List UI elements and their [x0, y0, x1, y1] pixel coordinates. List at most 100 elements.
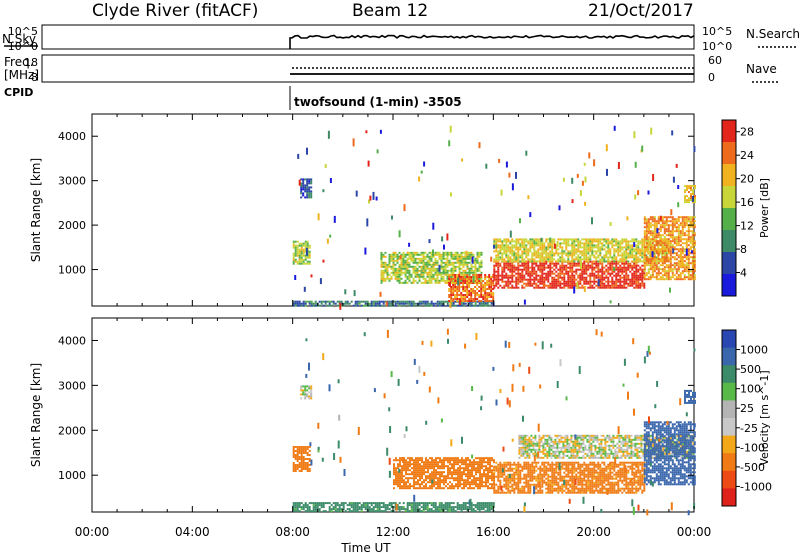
- echo-cell: [428, 259, 431, 262]
- echo-cell: [613, 250, 616, 253]
- colorbar-swatch: [722, 252, 736, 275]
- echo-point: [523, 299, 526, 305]
- echo-cell: [464, 508, 467, 511]
- echo-cell: [493, 487, 496, 490]
- echo-cell: [398, 251, 401, 254]
- echo-cell: [454, 282, 457, 284]
- echo-cell: [489, 459, 491, 462]
- echo-cell: [376, 510, 379, 513]
- echo-cell: [529, 278, 532, 281]
- echo-cell: [476, 251, 479, 254]
- echo-cell: [565, 252, 568, 255]
- echo-cell: [479, 477, 481, 480]
- echo-cell: [605, 242, 608, 245]
- echo-cell: [669, 254, 672, 257]
- echo-cell: [657, 256, 660, 259]
- echo-cell: [354, 508, 357, 511]
- echo-cell: [693, 226, 696, 229]
- echo-cell: [469, 459, 471, 462]
- echo-cell: [685, 244, 688, 247]
- echo-cell: [533, 282, 536, 285]
- echo-cell: [539, 246, 542, 249]
- echo-cell: [334, 506, 337, 509]
- beam-title: Beam 12: [352, 1, 428, 21]
- echo-cell: [533, 242, 536, 245]
- echo-cell: [441, 465, 443, 468]
- echo-cell: [430, 263, 433, 266]
- echo-cell: [497, 246, 500, 249]
- echo-cell: [304, 450, 307, 452]
- echo-cell: [475, 457, 477, 460]
- echo-cell: [450, 271, 453, 274]
- echo-cell: [585, 270, 588, 273]
- echo-cell: [476, 294, 479, 296]
- echo-cell: [414, 279, 417, 282]
- echo-cell: [336, 300, 339, 303]
- echo-cell: [411, 457, 413, 460]
- echo-cell: [687, 230, 690, 233]
- echo-cell: [294, 450, 297, 452]
- echo-cell: [458, 265, 461, 268]
- echo-cell: [629, 248, 632, 251]
- echo-cell: [434, 273, 437, 276]
- echo-cell: [665, 250, 668, 253]
- echo-cell: [484, 294, 487, 296]
- echo-cell: [643, 218, 646, 221]
- echo-cell: [467, 471, 469, 474]
- echo-cell: [571, 240, 574, 243]
- echo-cell: [607, 258, 610, 261]
- echo-cell: [633, 262, 636, 265]
- echo-cell: [595, 262, 598, 265]
- echo-cell: [415, 473, 417, 476]
- echo-cell: [491, 473, 493, 476]
- echo-cell: [462, 502, 465, 505]
- echo-cell: [294, 244, 297, 247]
- echo-cell: [398, 502, 401, 505]
- echo-cell: [459, 471, 461, 474]
- echo-cell: [691, 242, 694, 245]
- echo-cell: [362, 506, 365, 509]
- echo-cell: [555, 244, 558, 247]
- echo-cell: [432, 302, 435, 305]
- echo-cell: [443, 463, 445, 466]
- echo-cell: [647, 246, 650, 249]
- echo-cell: [404, 275, 407, 278]
- echo-cell: [601, 270, 604, 273]
- echo-cell: [635, 248, 638, 251]
- echo-cell: [296, 504, 299, 507]
- echo-cell: [443, 487, 445, 490]
- echo-cell: [537, 280, 540, 283]
- echo-cell: [410, 281, 413, 284]
- echo-cell: [603, 284, 606, 287]
- echo-cell: [667, 272, 670, 275]
- echo-cell: [589, 284, 592, 287]
- echo-cell: [631, 246, 634, 249]
- echo-cell: [617, 270, 620, 273]
- echo-cell: [693, 274, 696, 277]
- echo-cell: [488, 284, 491, 286]
- echo-cell: [517, 264, 520, 267]
- echo-cell: [392, 304, 395, 307]
- echo-cell: [525, 282, 528, 285]
- echo-region-1-4: [380, 251, 483, 284]
- echo-cell: [395, 457, 397, 460]
- echo-cell: [573, 244, 576, 247]
- echo-cell: [533, 286, 536, 289]
- echo-cell: [446, 510, 449, 513]
- echo-cell: [402, 506, 405, 509]
- echo-cell: [460, 294, 463, 296]
- echo-cell: [693, 224, 696, 227]
- echo-cell: [460, 261, 463, 264]
- echo-cell: [565, 242, 568, 245]
- echo-cell: [468, 251, 471, 254]
- echo-cell: [513, 252, 516, 255]
- echo-cell: [395, 473, 397, 476]
- echo-cell: [641, 246, 644, 249]
- echo-cell: [398, 277, 401, 280]
- echo-point: [353, 290, 356, 297]
- echo-cell: [453, 467, 455, 470]
- echo-cell: [370, 502, 373, 505]
- echo-cell: [523, 266, 526, 269]
- echo-cell: [629, 250, 632, 253]
- colorbar-tick-label: 4: [740, 267, 747, 280]
